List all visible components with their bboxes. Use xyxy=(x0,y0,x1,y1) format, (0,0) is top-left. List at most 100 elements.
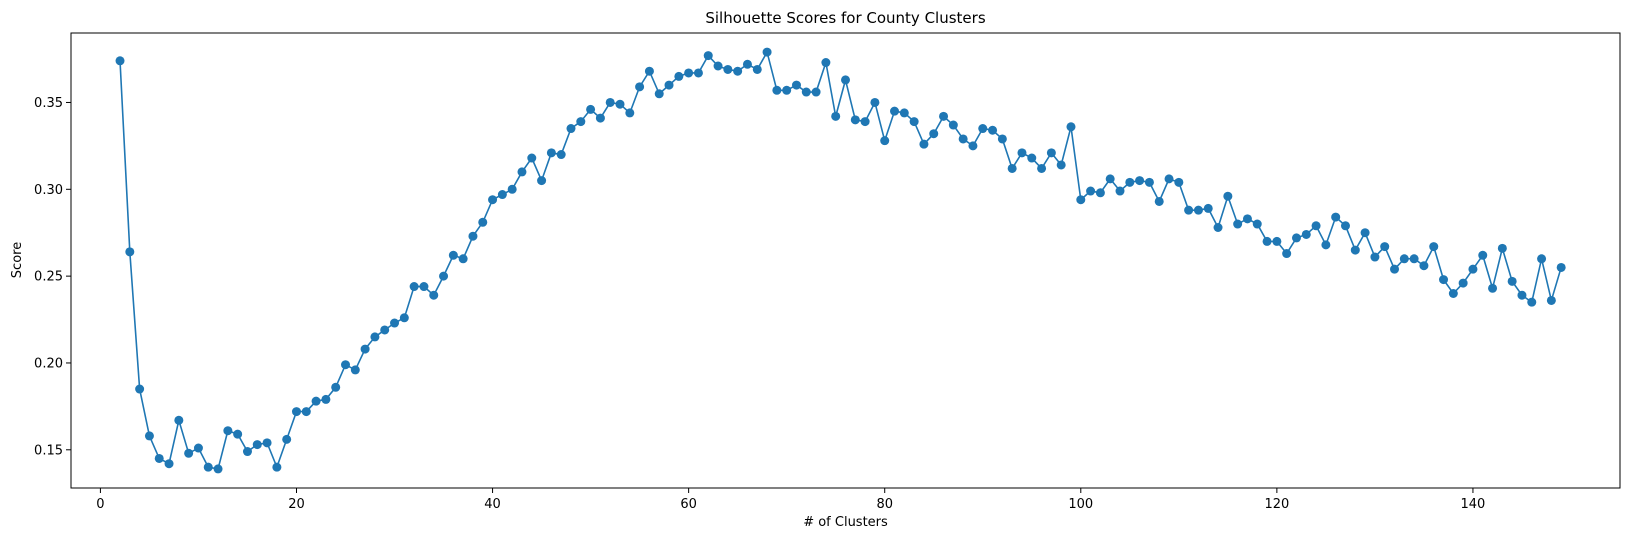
data-point xyxy=(664,80,674,90)
data-point xyxy=(703,51,713,61)
data-point xyxy=(1086,186,1096,196)
data-point xyxy=(360,344,370,354)
data-point xyxy=(870,97,880,107)
data-point xyxy=(899,108,909,118)
data-point xyxy=(939,111,949,121)
data-point xyxy=(1439,275,1449,285)
data-point xyxy=(1360,228,1370,238)
data-point xyxy=(144,431,154,441)
data-point xyxy=(1448,289,1458,298)
data-point xyxy=(193,443,203,453)
data-point xyxy=(507,184,517,194)
data-point xyxy=(958,134,968,144)
data-point xyxy=(1390,264,1400,274)
data-point xyxy=(948,120,958,130)
data-point xyxy=(1488,283,1498,293)
y-tick-label: 0.20 xyxy=(34,356,63,371)
data-point xyxy=(929,129,939,139)
x-tick-label: 40 xyxy=(484,497,501,512)
data-point xyxy=(184,448,194,458)
data-point xyxy=(1321,240,1331,250)
y-axis-label: Score xyxy=(10,242,25,278)
x-tick-label: 100 xyxy=(1068,497,1093,512)
data-point xyxy=(1252,219,1262,229)
data-point xyxy=(458,254,468,264)
data-point xyxy=(880,136,890,146)
x-tick-label: 80 xyxy=(876,497,893,512)
y-tick-label: 0.30 xyxy=(34,183,63,198)
data-point xyxy=(252,440,262,450)
data-point xyxy=(537,176,547,186)
data-point xyxy=(527,153,537,163)
data-point xyxy=(311,396,321,406)
data-point xyxy=(1409,254,1419,264)
data-point xyxy=(772,85,782,95)
data-point xyxy=(713,61,723,71)
x-axis-label: # of Clusters xyxy=(803,515,888,530)
data-point xyxy=(850,115,860,125)
data-point xyxy=(841,75,850,85)
data-point xyxy=(409,282,419,292)
data-point xyxy=(242,447,252,457)
data-point xyxy=(1203,203,1213,213)
data-point xyxy=(595,113,605,123)
data-point xyxy=(154,453,164,463)
data-point xyxy=(1517,290,1527,300)
data-point xyxy=(1115,186,1125,196)
data-point xyxy=(1233,219,1243,229)
data-point xyxy=(635,82,645,92)
data-point xyxy=(1350,245,1360,255)
data-point xyxy=(988,125,998,135)
data-point xyxy=(213,464,223,474)
data-point xyxy=(1331,212,1341,222)
data-point xyxy=(1017,148,1027,158)
data-point xyxy=(831,111,841,121)
data-point xyxy=(1164,174,1174,184)
data-point xyxy=(1056,160,1066,170)
data-point xyxy=(1537,254,1547,264)
data-point xyxy=(497,190,507,200)
data-point xyxy=(429,290,439,300)
data-point xyxy=(203,462,213,472)
data-point xyxy=(576,117,586,127)
x-tick-label: 120 xyxy=(1264,497,1289,512)
data-point xyxy=(350,365,360,375)
data-point xyxy=(1429,242,1439,252)
data-point xyxy=(684,68,694,78)
data-point xyxy=(488,195,498,205)
data-point xyxy=(1095,188,1105,198)
data-point xyxy=(341,360,351,370)
data-point xyxy=(331,382,341,392)
data-point xyxy=(1125,177,1135,187)
data-point xyxy=(301,407,311,417)
data-point xyxy=(1291,233,1301,243)
data-point xyxy=(742,59,752,69)
plot-area xyxy=(70,32,1621,489)
data-point xyxy=(439,271,449,281)
y-tick-label: 0.35 xyxy=(34,96,63,111)
data-point xyxy=(968,141,978,151)
data-point xyxy=(1556,262,1566,272)
data-point xyxy=(586,104,596,114)
data-point xyxy=(1399,254,1409,264)
data-point xyxy=(1144,177,1154,187)
plot-frame xyxy=(70,32,1621,489)
data-point xyxy=(448,250,458,260)
data-point xyxy=(282,434,292,444)
data-point xyxy=(321,394,331,404)
data-point xyxy=(909,117,919,127)
data-point xyxy=(478,217,488,227)
data-point xyxy=(566,124,576,134)
data-point xyxy=(674,71,684,81)
data-point xyxy=(399,313,409,323)
data-point xyxy=(1213,223,1223,232)
data-point xyxy=(291,407,301,417)
data-point xyxy=(1076,195,1086,205)
data-point xyxy=(1174,177,1184,187)
data-point xyxy=(723,64,733,74)
series-line xyxy=(119,49,1562,470)
data-point xyxy=(115,56,125,66)
data-point xyxy=(125,247,135,257)
data-point xyxy=(1027,153,1037,163)
